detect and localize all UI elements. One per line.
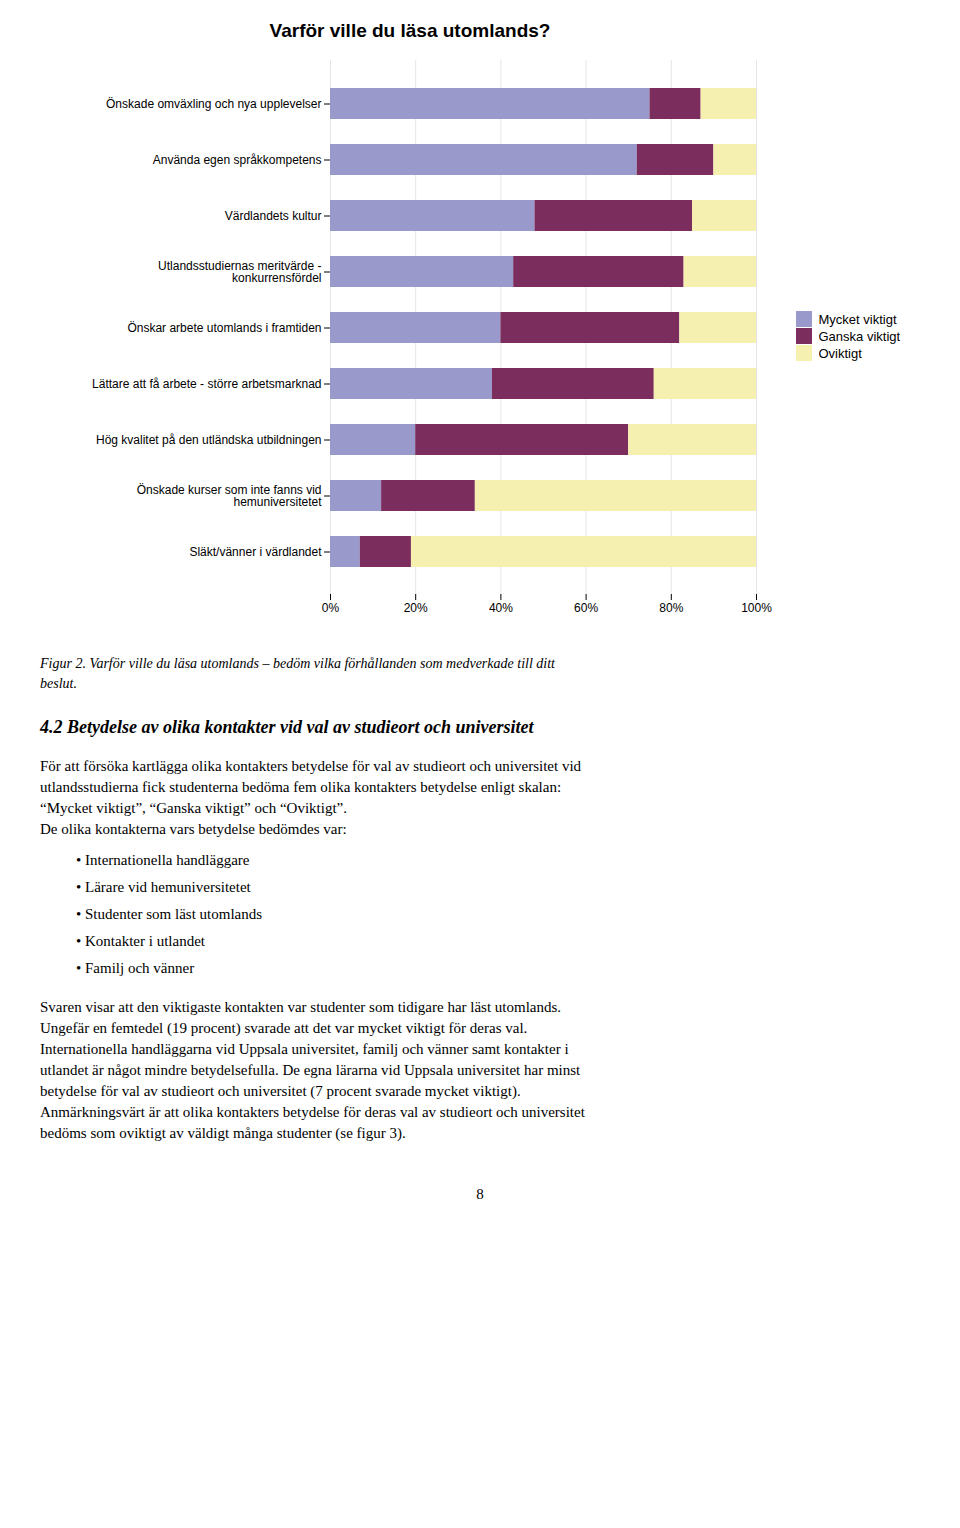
svg-text:80%: 80% — [659, 601, 683, 615]
svg-text:20%: 20% — [404, 601, 428, 615]
svg-text:Hög kvalitet på den utländska: Hög kvalitet på den utländska utbildning… — [96, 433, 322, 447]
html-text:• Lärare vid hemuniversitetet: • Lärare vid hemuniversitetet — [76, 879, 251, 896]
html-text:• Familj och vänner: • Familj och vänner — [76, 960, 195, 977]
html-text:Figur 2. Varför ville du läsa: Figur 2. Varför ville du läsa utomlands … — [40, 656, 555, 691]
html-text:Svaren visar att den viktigast: Svaren visar att den viktigaste kontakte… — [40, 999, 585, 1142]
svg-text:Önskade kurser som inte fanns: Önskade kurser som inte fanns vidhemuniv… — [137, 483, 322, 509]
svg-text:Önskade omväxling och nya uppl: Önskade omväxling och nya upplevelser — [106, 97, 321, 111]
html-text:Ganska viktigt: Ganska viktigt — [818, 328, 901, 344]
html-text:8: 8 — [476, 1186, 484, 1203]
svg-text:Önskar arbete utomlands i fram: Önskar arbete utomlands i framtiden — [127, 321, 321, 335]
svg-text:Värdlandets kultur: Värdlandets kultur — [225, 209, 322, 223]
html-text:Oviktigt: Oviktigt — [818, 345, 862, 361]
svg-text:100%: 100% — [741, 601, 772, 615]
html-text:• Studenter som läst utomlands: • Studenter som läst utomlands — [76, 906, 263, 923]
svg-text:Använda egen språkkompetens: Använda egen språkkompetens — [153, 153, 322, 167]
svg-text:0%: 0% — [322, 601, 340, 615]
html-text:• Kontakter i utlandet: • Kontakter i utlandet — [76, 933, 205, 950]
svg-text:40%: 40% — [489, 601, 513, 615]
html-text:4.2 Betydelse av olika kontakt: 4.2 Betydelse av olika kontakter vid val… — [40, 717, 534, 738]
svg-text:60%: 60% — [574, 601, 598, 615]
html-text:• Internationella handläggare: • Internationella handläggare — [76, 852, 250, 869]
html-text:Varför ville du läsa utomlands: Varför ville du läsa utomlands? — [269, 20, 551, 41]
svg-text:Lättare att få arbete - större: Lättare att få arbete - större arbetsmar… — [92, 377, 321, 391]
html-text:Mycket viktigt: Mycket viktigt — [818, 311, 897, 327]
svg-text:Släkt/vänner i värdlandet: Släkt/vänner i värdlandet — [189, 545, 322, 559]
html-text:För att försöka kartlägga olik: För att försöka kartlägga olika kontakte… — [40, 758, 582, 838]
svg-text:Utlandsstudiernas meritvärde -: Utlandsstudiernas meritvärde -konkurrens… — [158, 259, 321, 285]
